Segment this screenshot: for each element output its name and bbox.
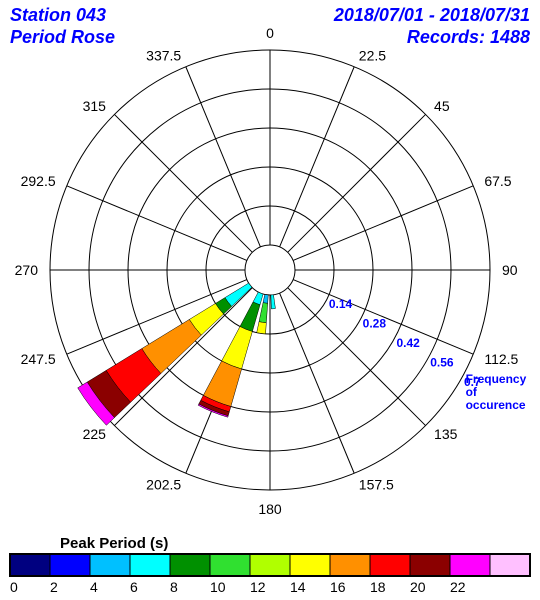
legend-swatch — [330, 554, 370, 576]
legend-tick: 2 — [50, 579, 58, 595]
legend-tick: 0 — [10, 579, 18, 595]
legend-title: Peak Period (s) — [60, 535, 168, 552]
legend-tick: 10 — [210, 579, 226, 595]
angle-label: 135 — [434, 426, 458, 442]
angle-label: 315 — [83, 98, 107, 114]
records-label: Records: 1488 — [334, 27, 530, 49]
angle-label: 247.5 — [21, 351, 56, 367]
angle-label: 180 — [258, 501, 282, 517]
angle-label: 337.5 — [146, 48, 181, 64]
angle-label: 202.5 — [146, 476, 181, 492]
angle-label: 90 — [502, 262, 518, 278]
angle-label: 112.5 — [484, 351, 518, 367]
legend-swatch — [170, 554, 210, 576]
header-left: Station 043 Period Rose — [10, 5, 115, 48]
legend-tick: 12 — [250, 579, 266, 595]
angle-label: 22.5 — [359, 48, 386, 64]
legend-swatch — [450, 554, 490, 576]
freq-label: Frequency — [466, 372, 527, 386]
legend-tick: 18 — [370, 579, 386, 595]
freq-label: occurence — [466, 398, 526, 412]
ring-label: 0.56 — [430, 356, 454, 370]
legend-tick: 22 — [450, 579, 466, 595]
legend-swatch — [290, 554, 330, 576]
legend-swatch — [370, 554, 410, 576]
angle-label: 45 — [434, 98, 450, 114]
legend-tick: 6 — [130, 579, 138, 595]
freq-label: of — [466, 385, 478, 399]
legend-swatch — [490, 554, 530, 576]
angle-label: 67.5 — [484, 173, 511, 189]
ring-label: 0.42 — [396, 336, 420, 350]
legend-swatch — [10, 554, 50, 576]
legend-tick: 14 — [290, 579, 306, 595]
subtitle-label: Period Rose — [10, 27, 115, 49]
angle-label: 0 — [266, 25, 274, 41]
header-right: 2018/07/01 - 2018/07/31 Records: 1488 — [334, 5, 530, 48]
legend-swatch — [250, 554, 290, 576]
legend-swatch — [210, 554, 250, 576]
ring-label: 0.14 — [329, 297, 353, 311]
angle-label: 270 — [15, 262, 39, 278]
angle-label: 225 — [83, 426, 107, 442]
legend-tick: 8 — [170, 579, 178, 595]
legend-tick: 16 — [330, 579, 346, 595]
date-range-label: 2018/07/01 - 2018/07/31 — [334, 5, 530, 27]
legend-swatch — [130, 554, 170, 576]
period-rose-chart: 022.54567.590112.5135157.5180202.5225247… — [0, 0, 540, 600]
station-label: Station 043 — [10, 5, 115, 27]
legend-tick: 4 — [90, 579, 98, 595]
legend-swatch — [50, 554, 90, 576]
legend-swatch — [90, 554, 130, 576]
legend-swatch — [410, 554, 450, 576]
angle-label: 292.5 — [21, 173, 56, 189]
legend-tick: 20 — [410, 579, 426, 595]
angle-label: 157.5 — [359, 476, 394, 492]
ring-label: 0.28 — [363, 317, 387, 331]
